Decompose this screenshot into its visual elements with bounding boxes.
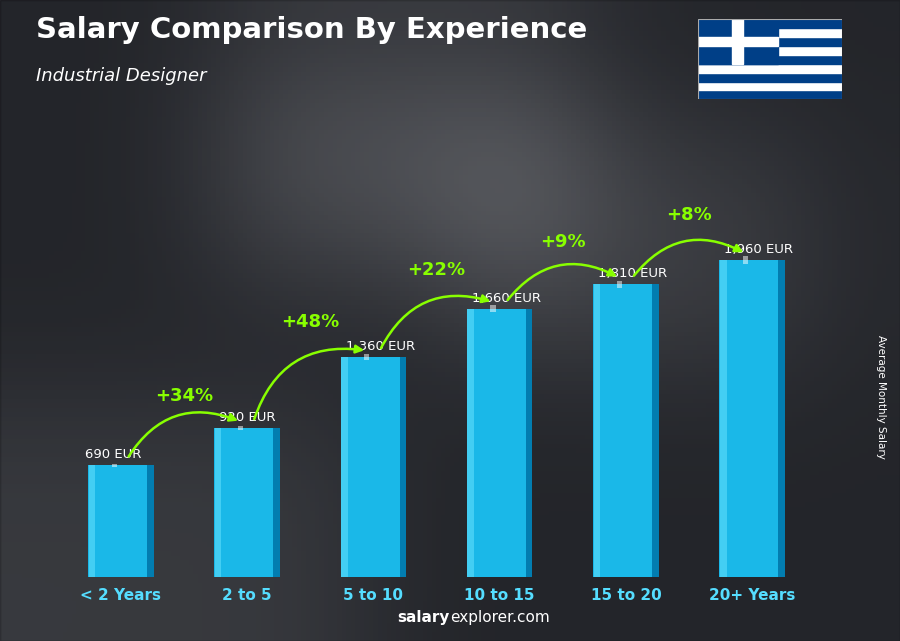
Text: Industrial Designer: Industrial Designer xyxy=(36,67,206,85)
Bar xyxy=(88,465,154,577)
Bar xyxy=(698,55,842,63)
Bar xyxy=(274,428,280,577)
Text: Average Monthly Salary: Average Monthly Salary xyxy=(877,335,886,460)
Bar xyxy=(364,354,369,360)
Bar xyxy=(698,37,842,46)
Bar xyxy=(467,308,474,577)
Bar xyxy=(778,260,785,577)
Bar xyxy=(88,465,95,577)
Text: salary: salary xyxy=(398,610,450,625)
Bar xyxy=(467,308,533,577)
Text: Salary Comparison By Experience: Salary Comparison By Experience xyxy=(36,16,587,44)
Bar xyxy=(720,260,726,577)
Bar xyxy=(698,19,778,63)
Text: 690 EUR: 690 EUR xyxy=(86,448,142,462)
Bar xyxy=(698,63,842,72)
Bar xyxy=(526,308,533,577)
Text: +22%: +22% xyxy=(408,261,465,279)
Bar xyxy=(340,357,406,577)
Text: explorer.com: explorer.com xyxy=(450,610,550,625)
Bar xyxy=(112,464,117,467)
Bar xyxy=(698,46,842,55)
Bar xyxy=(593,285,659,577)
Text: 920 EUR: 920 EUR xyxy=(220,411,275,424)
Bar xyxy=(698,81,842,90)
Text: 1,660 EUR: 1,660 EUR xyxy=(472,292,541,304)
Text: +48%: +48% xyxy=(281,313,339,331)
Bar xyxy=(652,285,659,577)
Bar xyxy=(341,357,347,577)
Text: 1,360 EUR: 1,360 EUR xyxy=(346,340,415,353)
Text: +9%: +9% xyxy=(540,233,586,251)
Bar xyxy=(400,357,406,577)
Bar xyxy=(743,256,748,264)
Bar xyxy=(215,428,221,577)
Bar xyxy=(616,281,622,288)
Bar xyxy=(733,19,742,63)
Bar xyxy=(491,305,496,312)
Text: 1,960 EUR: 1,960 EUR xyxy=(724,243,794,256)
Bar xyxy=(238,426,243,430)
Text: +34%: +34% xyxy=(155,387,213,405)
Bar xyxy=(719,260,785,577)
Bar xyxy=(698,37,778,46)
Bar xyxy=(147,465,154,577)
Text: +8%: +8% xyxy=(666,206,712,224)
Bar xyxy=(698,72,842,81)
Bar xyxy=(698,19,842,28)
Text: 1,810 EUR: 1,810 EUR xyxy=(598,267,667,280)
Bar xyxy=(594,285,600,577)
Bar xyxy=(214,428,280,577)
Bar xyxy=(698,90,842,99)
Bar xyxy=(698,28,842,37)
